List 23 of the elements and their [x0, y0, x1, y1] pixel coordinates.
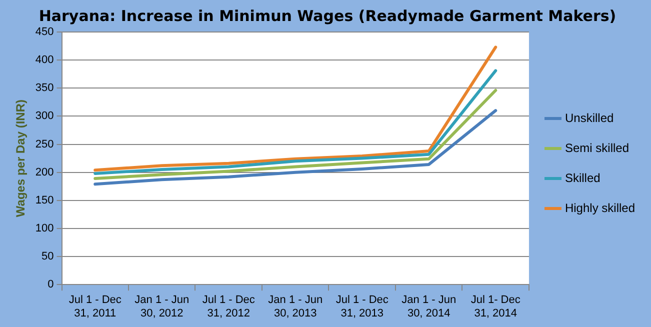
x-tick-label: Jan 1 - Jun 30, 2014 [402, 294, 456, 320]
x-tick-label: Jan 1 - Jun 30, 2012 [134, 294, 190, 320]
x-tick-label: Jul 1 - Dec 31, 2012 [202, 294, 256, 320]
y-tick-label: 400 [35, 54, 54, 66]
y-tick-label: 250 [35, 138, 54, 150]
chart-title: Haryana: Increase in Minimun Wages (Readymade Garment Makers) [38, 6, 616, 25]
legend-label: Highly skilled [564, 200, 636, 215]
legend-label: Unskilled [564, 110, 614, 125]
legend-label: Skilled [564, 170, 600, 185]
x-tick-label: Jul 1 - Dec 31, 2011 [68, 294, 122, 320]
y-tick-label: 300 [35, 110, 54, 122]
legend-label: Semi skilled [564, 140, 630, 155]
y-axis-title: Wages per Day (INR) [14, 100, 28, 218]
y-tick-label: 50 [42, 250, 54, 263]
x-tick-label: Jul 1- Dec 31, 2014 [470, 294, 521, 320]
x-tick-label: Jul 1 - Dec 31, 2013 [336, 294, 389, 320]
x-tick-label: Jan 1 - Jun 30, 2013 [268, 294, 323, 320]
y-tick-label: 0 [48, 278, 54, 291]
y-tick-label: 150 [35, 194, 54, 206]
y-tick-label: 200 [35, 166, 54, 178]
y-tick-label: 350 [35, 82, 54, 94]
y-tick-label: 450 [35, 26, 54, 38]
y-tick-label: 100 [35, 222, 54, 234]
